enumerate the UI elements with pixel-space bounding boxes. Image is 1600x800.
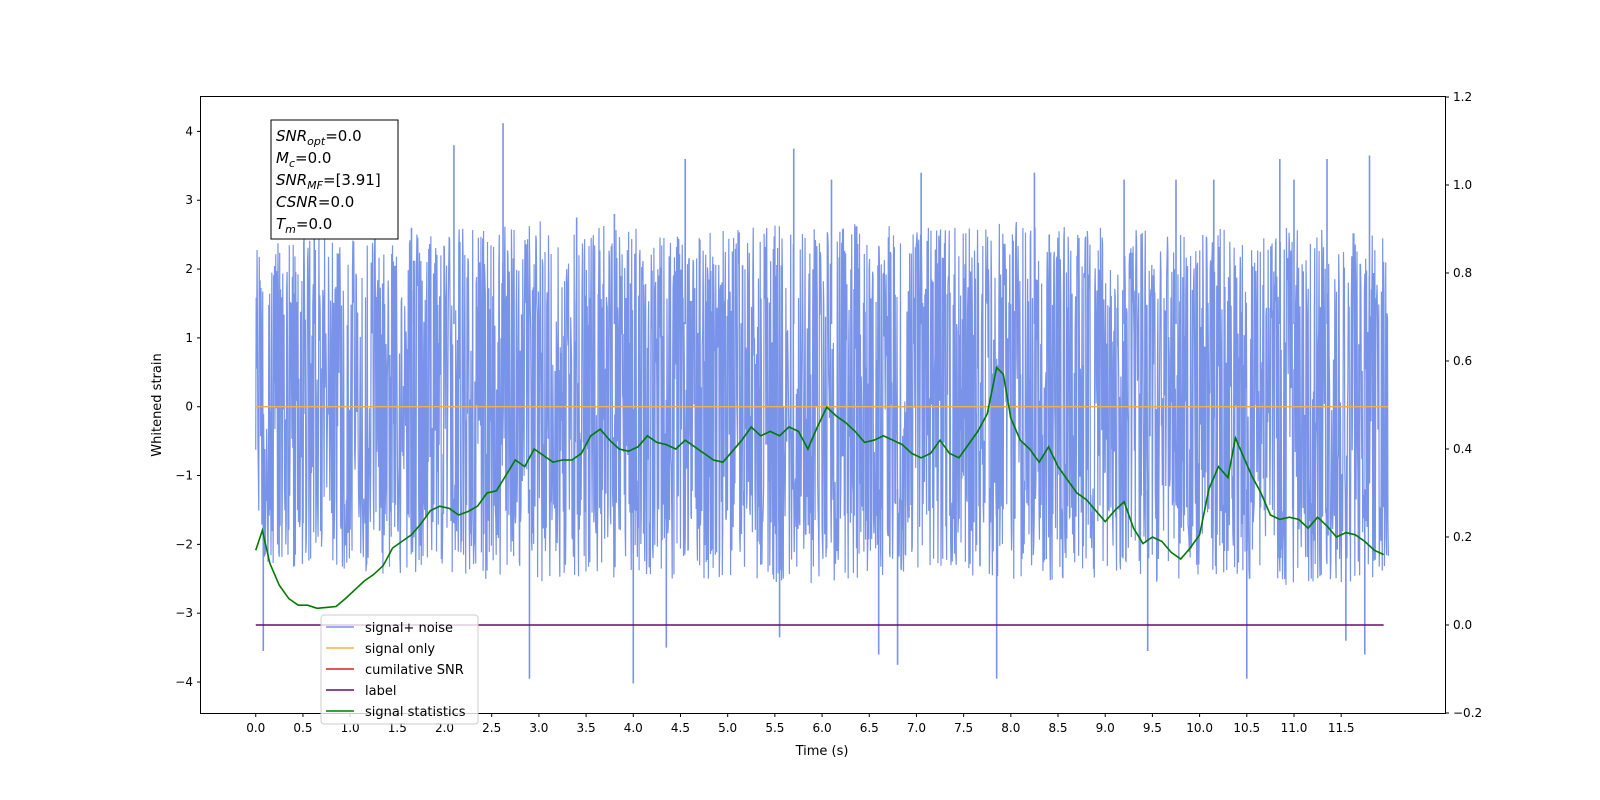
- legend-entry: signal statistics: [365, 705, 466, 720]
- plot-area: [254, 123, 1389, 684]
- x-tick-label: 4.0: [624, 721, 643, 735]
- y2-tick-label: −0.2: [1453, 706, 1482, 720]
- x-tick-label: 9.0: [1096, 721, 1115, 735]
- annotation-symbol: T: [276, 215, 287, 233]
- annotation-symbol: M: [276, 149, 289, 167]
- x-tick-label: 2.5: [482, 721, 501, 735]
- x-tick-label: 5.5: [765, 721, 784, 735]
- annotation-subscript: MF: [307, 179, 323, 192]
- x-tick-label: 3.0: [529, 721, 548, 735]
- legend-entry: cumilative SNR: [365, 663, 464, 678]
- y-tick-label: 0: [185, 400, 193, 414]
- annotation-subscript: c: [289, 157, 295, 170]
- annotation-value: =0.0: [295, 149, 331, 167]
- y2-tick-label: 0.0: [1453, 618, 1472, 632]
- y-tick-label: −2: [175, 537, 193, 551]
- annotation-value: =[3.91]: [323, 171, 381, 189]
- y-tick-label: 4: [185, 124, 193, 138]
- annotation-frame: [270, 119, 399, 240]
- annotation-line: CSNR=0.0: [276, 193, 354, 211]
- plot-frame: [200, 96, 1446, 714]
- annotation-line: Tm=0.0: [276, 215, 332, 236]
- legend: signal+ noise signal only cumilative SNR la…: [320, 614, 479, 725]
- x-tick-label: 0.5: [293, 721, 312, 735]
- annotation-value: =0.0: [318, 193, 354, 211]
- x-tick-label: 6.0: [813, 721, 832, 735]
- annotation-box: SNRopt=0.0Mc=0.0SNRMF=[3.91]CSNR=0.0Tm=0…: [270, 119, 399, 240]
- x-tick-label: 11.0: [1281, 721, 1308, 735]
- legend-entry: signal only: [365, 642, 435, 657]
- y-tick-label: −3: [175, 606, 193, 620]
- series-line-signal-noise: [255, 221, 1389, 585]
- y-tick-label: 3: [185, 193, 193, 207]
- y-axis-left: −4 −3 −2 −1 0 1 2 3 4: [175, 124, 201, 689]
- annotation-value: =0.0: [296, 215, 332, 233]
- y2-tick-label: 1.2: [1453, 90, 1472, 104]
- x-tick-label: 11.5: [1328, 721, 1355, 735]
- y2-tick-label: 0.8: [1453, 266, 1472, 280]
- y-axis-label: Whitened strain: [150, 353, 165, 456]
- legend-entry: signal+ noise: [365, 621, 453, 636]
- y-axis-right: −0.2 0.0 0.2 0.4 0.6 0.8 1.0 1.2: [1445, 90, 1482, 720]
- legend-frame: [320, 614, 479, 725]
- x-tick-label: 10.0: [1186, 721, 1213, 735]
- x-tick-label: 9.5: [1143, 721, 1162, 735]
- y2-tick-label: 0.2: [1453, 530, 1472, 544]
- y2-tick-label: 0.4: [1453, 442, 1472, 456]
- y-tick-label: 1: [185, 331, 193, 345]
- annotation-line: SNRMF=[3.91]: [276, 171, 381, 192]
- x-tick-label: 10.5: [1233, 721, 1260, 735]
- y2-tick-label: 1.0: [1453, 178, 1472, 192]
- x-tick-label: 4.5: [671, 721, 690, 735]
- x-tick-label: 7.0: [907, 721, 926, 735]
- annotation-subscript: m: [285, 223, 296, 236]
- y-tick-label: 2: [185, 262, 193, 276]
- annotation-line: Mc=0.0: [276, 149, 331, 170]
- annotation-value: =0.0: [325, 127, 361, 145]
- x-tick-label: 6.5: [860, 721, 879, 735]
- annotation-symbol: SNR: [276, 171, 307, 189]
- x-tick-label: 8.5: [1048, 721, 1067, 735]
- y-tick-label: −1: [175, 469, 193, 483]
- x-tick-label: 0.0: [246, 721, 265, 735]
- annotation-line: SNRopt=0.0: [276, 127, 362, 148]
- series-line-signal-statistics: [254, 365, 1384, 610]
- x-tick-label: 7.5: [954, 721, 973, 735]
- x-tick-label: 5.0: [718, 721, 737, 735]
- legend-entry: label: [365, 684, 396, 699]
- annotation-subscript: opt: [307, 135, 326, 148]
- annotation-symbol: CSNR: [276, 193, 318, 211]
- y2-tick-label: 0.6: [1453, 354, 1472, 368]
- y-tick-label: −4: [175, 675, 193, 689]
- x-axis-label: Time (s): [795, 744, 849, 759]
- x-tick-label: 8.0: [1001, 721, 1020, 735]
- annotation-symbol: SNR: [276, 127, 307, 145]
- x-tick-label: 3.5: [577, 721, 596, 735]
